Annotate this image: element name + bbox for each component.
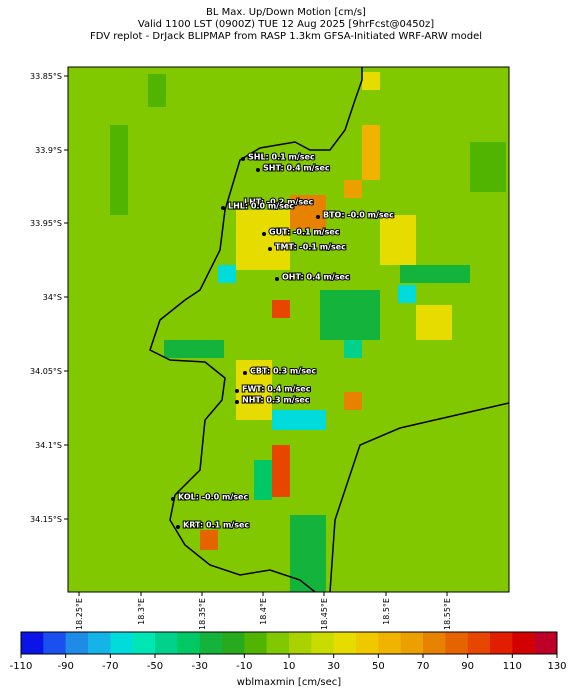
station-label: LHT: -0.2 m/sec xyxy=(244,198,314,207)
colorbar-cell xyxy=(534,632,558,654)
coastline xyxy=(329,402,509,592)
colorbar-cell xyxy=(132,632,156,654)
station-label: OHT: 0.4 m/sec xyxy=(282,273,350,282)
station-label: LHL: 0.0 m/sec xyxy=(228,202,294,211)
colorbar-cell xyxy=(43,632,66,654)
lon-tick-label: 18.3°E xyxy=(137,598,146,625)
colorbar-cell xyxy=(266,632,290,654)
colorbar-cell xyxy=(311,632,334,654)
station-label: CBT: 0.3 m/sec xyxy=(250,367,316,376)
lat-tick-label: 33.95°S xyxy=(30,219,62,228)
lon-tick-label: 18.5°E xyxy=(382,598,391,625)
station-label: SHT: 0.4 m/sec xyxy=(263,164,330,173)
map-frame xyxy=(67,66,510,593)
lat-tick-label: 34°S xyxy=(43,293,62,302)
colorbar-cell xyxy=(289,632,312,654)
colorbar-cell xyxy=(333,632,357,654)
station-label: KOL: -0.0 m/sec xyxy=(178,493,248,502)
station-label: NHT: 0.3 m/sec xyxy=(242,396,310,405)
colorbar-tick-label: 50 xyxy=(372,661,385,672)
title-line: BL Max. Up/Down Motion [cm/s] xyxy=(206,7,366,18)
colorbar-cell xyxy=(244,632,267,654)
lat-tick-label: 33.9°S xyxy=(35,146,62,155)
colorbar-cell xyxy=(155,632,178,654)
lon-tick-label: 18.4°E xyxy=(259,598,268,625)
colorbar-cell xyxy=(21,632,44,654)
colorbar-cell xyxy=(110,632,133,654)
station-dot xyxy=(176,525,180,529)
colorbar-tick-label: 10 xyxy=(283,661,296,672)
lat-tick-label: 33.85°S xyxy=(30,72,62,81)
station-dot xyxy=(241,157,245,161)
station-dot xyxy=(268,247,272,251)
lon-tick-label: 18.35°E xyxy=(198,598,207,630)
station-dot xyxy=(243,371,247,375)
colorbar-cell xyxy=(467,632,491,654)
colorbar-tick-label: 30 xyxy=(327,661,340,672)
map: SHL: 0.1 m/sec SHT: 0.4 m/sec LHT: -0.2 m/… xyxy=(68,67,509,592)
colorbar-cell xyxy=(490,632,513,654)
colorbar-cell xyxy=(177,632,200,654)
station-dot xyxy=(221,206,225,210)
station-label: FWT: 0.4 m/sec xyxy=(242,385,311,394)
colorbar-tick-label: 130 xyxy=(547,661,566,672)
station-dot xyxy=(237,202,241,206)
colorbar-cell xyxy=(88,632,111,654)
station-label: GUT: -0.1 m/sec xyxy=(269,228,340,237)
station-label: BTO: -0.0 m/sec xyxy=(323,211,394,220)
coastline xyxy=(149,67,363,592)
station-dot xyxy=(235,400,239,404)
colorbar-tick-label: 110 xyxy=(503,661,522,672)
colorbar-cell xyxy=(65,632,89,654)
station-label: KRT: 0.1 m/sec xyxy=(183,521,249,530)
colorbar-tick-label: -30 xyxy=(191,661,207,672)
lat-tick-label: 34.05°S xyxy=(30,367,62,376)
lat-tick-label: 34.1°S xyxy=(35,441,62,450)
colorbar-label: wblmaxmin [cm/sec] xyxy=(237,677,341,688)
colorbar-tick-label: -10 xyxy=(236,661,252,672)
colorbar-cell xyxy=(423,632,446,654)
station-label: SHL: 0.1 m/sec xyxy=(248,153,315,162)
colorbar-tick-label: -70 xyxy=(102,661,118,672)
colorbar-cell xyxy=(356,632,379,654)
station-dot xyxy=(275,277,279,281)
colorbar-cell xyxy=(378,632,401,654)
station-dot xyxy=(316,215,320,219)
lon-tick-label: 18.25°E xyxy=(75,598,84,630)
title-line: Valid 1100 LST (0900Z) TUE 12 Aug 2025 [… xyxy=(138,19,434,30)
station-dot xyxy=(256,168,260,172)
colorbar-cell xyxy=(222,632,245,654)
colorbar-cell xyxy=(512,632,535,654)
lon-tick-label: 18.45°E xyxy=(320,598,329,630)
colorbar-cell xyxy=(400,632,424,654)
station-dot xyxy=(171,497,175,501)
station-label: TMT: -0.1 m/sec xyxy=(275,243,346,252)
field-cells xyxy=(110,72,506,592)
title-line: FDV replot - DrJack BLIPMAP from RASP 1.… xyxy=(90,31,482,42)
colorbar-tick-label: -90 xyxy=(57,661,73,672)
colorbar-tick-label: 90 xyxy=(461,661,474,672)
station-dot xyxy=(262,232,266,236)
lon-tick-label: 18.55°E xyxy=(443,598,452,630)
lat-tick-label: 34.15°S xyxy=(30,515,62,524)
colorbar-cell xyxy=(199,632,223,654)
colorbar-cell xyxy=(445,632,468,654)
station-dot xyxy=(235,389,239,393)
colorbar-tick-label: 70 xyxy=(417,661,430,672)
colorbar-tick-label: -110 xyxy=(10,661,33,672)
colorbar-tick-label: -50 xyxy=(147,661,163,672)
